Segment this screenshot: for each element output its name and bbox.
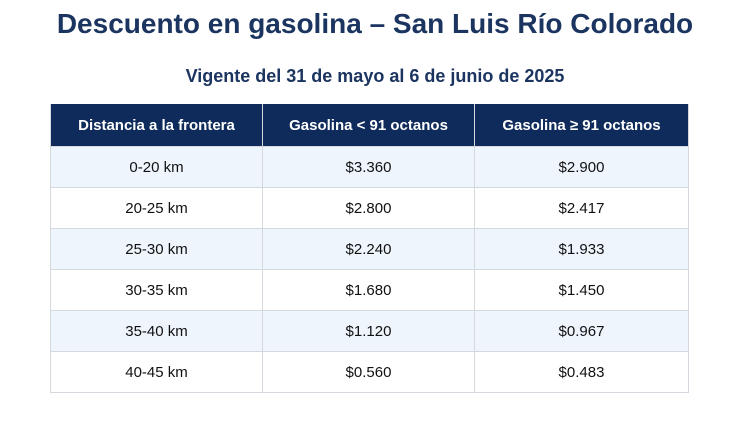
page-subtitle: Vigente del 31 de mayo al 6 de junio de … [185, 66, 565, 86]
cell-discount-below-91: $1.120 [262, 310, 475, 352]
table-row: 30-35 km $1.680 $1.450 [50, 269, 689, 311]
table-row: 0-20 km $3.360 $2.900 [50, 146, 689, 188]
cell-distance: 40-45 km [50, 351, 263, 393]
table-header: Distancia a la frontera Gasolina < 91 oc… [50, 104, 689, 147]
cell-discount-below-91: $2.240 [262, 228, 475, 270]
header-row: Distancia a la frontera Gasolina < 91 oc… [50, 104, 689, 147]
cell-discount-91-or-more: $1.933 [474, 228, 689, 270]
cell-discount-below-91: $1.680 [262, 269, 475, 311]
cell-discount-below-91: $2.800 [262, 187, 475, 229]
cell-distance: 20-25 km [50, 187, 263, 229]
table-row: 25-30 km $2.240 $1.933 [50, 228, 689, 270]
cell-discount-below-91: $3.360 [262, 146, 475, 188]
discount-table: Distancia a la frontera Gasolina < 91 oc… [50, 104, 689, 393]
table-row: 35-40 km $1.120 $0.967 [50, 310, 689, 352]
cell-discount-91-or-more: $0.483 [474, 351, 689, 393]
header-gasoline-91-or-more: Gasolina ≥ 91 octanos [474, 104, 689, 147]
cell-discount-91-or-more: $2.900 [474, 146, 689, 188]
table-body: 0-20 km $3.360 $2.900 20-25 km $2.800 $2… [50, 146, 689, 393]
cell-distance: 30-35 km [50, 269, 263, 311]
cell-distance: 0-20 km [50, 146, 263, 188]
page-title: Descuento en gasolina – San Luis Río Col… [56, 8, 694, 39]
cell-discount-below-91: $0.560 [262, 351, 475, 393]
cell-distance: 25-30 km [50, 228, 263, 270]
cell-discount-91-or-more: $1.450 [474, 269, 689, 311]
table-row: 40-45 km $0.560 $0.483 [50, 351, 689, 393]
header-gasoline-below-91: Gasolina < 91 octanos [262, 104, 475, 147]
table-row: 20-25 km $2.800 $2.417 [50, 187, 689, 229]
cell-discount-91-or-more: $0.967 [474, 310, 689, 352]
cell-discount-91-or-more: $2.417 [474, 187, 689, 229]
cell-distance: 35-40 km [50, 310, 263, 352]
header-distance: Distancia a la frontera [50, 104, 263, 147]
